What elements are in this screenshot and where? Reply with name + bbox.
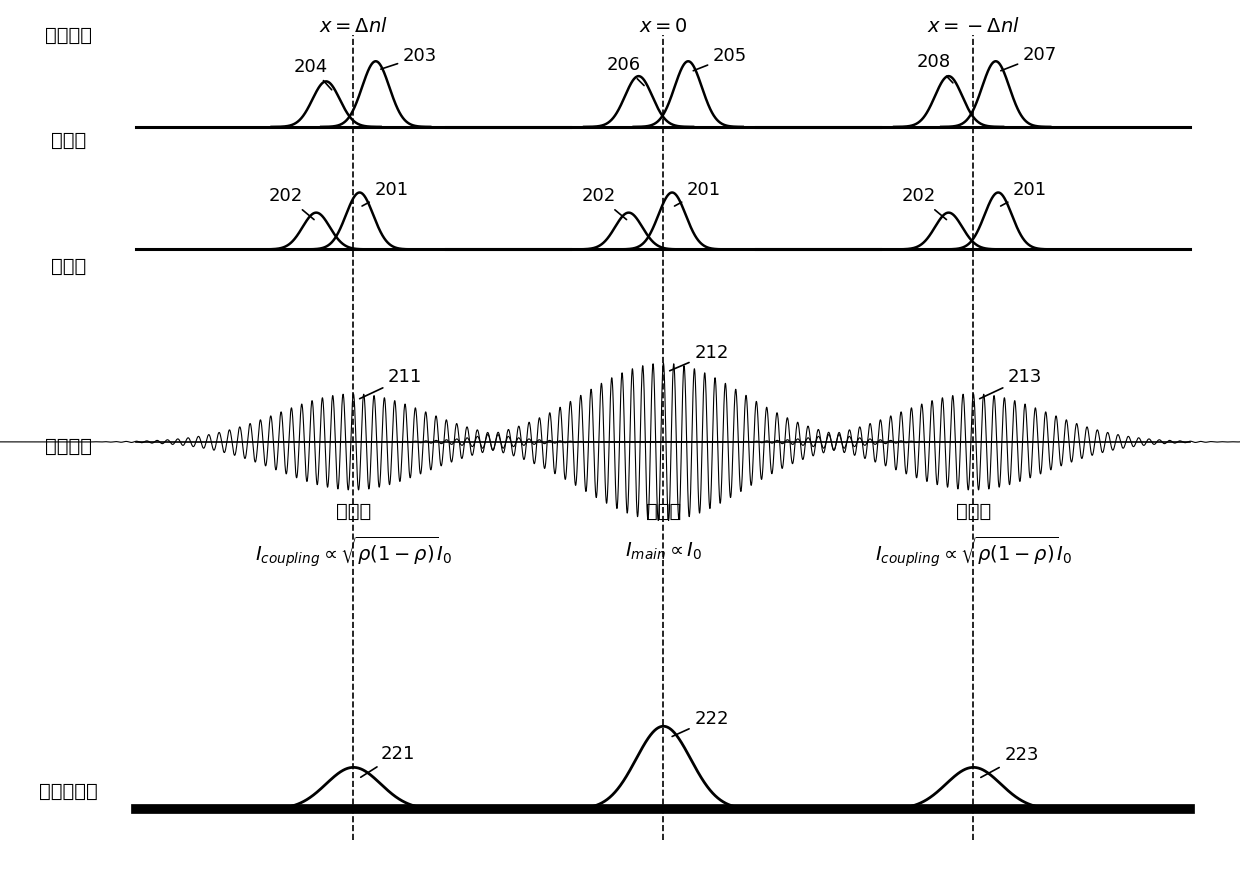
Text: 206: 206 — [606, 56, 644, 86]
Text: $x=-\Delta nl$: $x=-\Delta nl$ — [928, 17, 1019, 36]
Text: 207: 207 — [1001, 46, 1058, 71]
Text: 干涉信号: 干涉信号 — [45, 437, 92, 456]
Text: 202: 202 — [901, 187, 946, 220]
Text: 主极大: 主极大 — [646, 502, 681, 522]
Text: 223: 223 — [981, 746, 1039, 777]
Text: 归一化信号: 归一化信号 — [38, 782, 98, 802]
Text: 212: 212 — [670, 344, 729, 371]
Text: 扫描光程: 扫描光程 — [45, 25, 92, 45]
Text: 次极大: 次极大 — [956, 502, 991, 522]
Text: 扫描臂: 扫描臂 — [51, 130, 86, 150]
Text: $I_{coupling} \propto \sqrt{\rho(1-\rho)}I_0$: $I_{coupling} \propto \sqrt{\rho(1-\rho)… — [875, 534, 1071, 569]
Text: 221: 221 — [361, 745, 415, 777]
Text: $x=\Delta nl$: $x=\Delta nl$ — [319, 17, 388, 36]
Text: 213: 213 — [980, 368, 1043, 399]
Text: 211: 211 — [360, 368, 423, 399]
Text: 次极大: 次极大 — [336, 502, 371, 522]
Text: $I_{main} \propto I_0$: $I_{main} \propto I_0$ — [625, 541, 702, 562]
Text: 222: 222 — [672, 710, 729, 737]
Text: 205: 205 — [693, 47, 748, 71]
Text: 固定臂: 固定臂 — [51, 257, 86, 276]
Text: 203: 203 — [381, 47, 438, 69]
Text: $x=0$: $x=0$ — [639, 17, 688, 36]
Text: 201: 201 — [1001, 181, 1048, 206]
Text: 204: 204 — [294, 58, 332, 90]
Text: 202: 202 — [269, 187, 314, 220]
Text: 201: 201 — [675, 181, 722, 206]
Text: 208: 208 — [916, 53, 952, 83]
Text: $I_{coupling} \propto \sqrt{\rho(1-\rho)}I_0$: $I_{coupling} \propto \sqrt{\rho(1-\rho)… — [255, 534, 451, 569]
Text: 202: 202 — [582, 187, 626, 220]
Text: 201: 201 — [362, 181, 409, 206]
